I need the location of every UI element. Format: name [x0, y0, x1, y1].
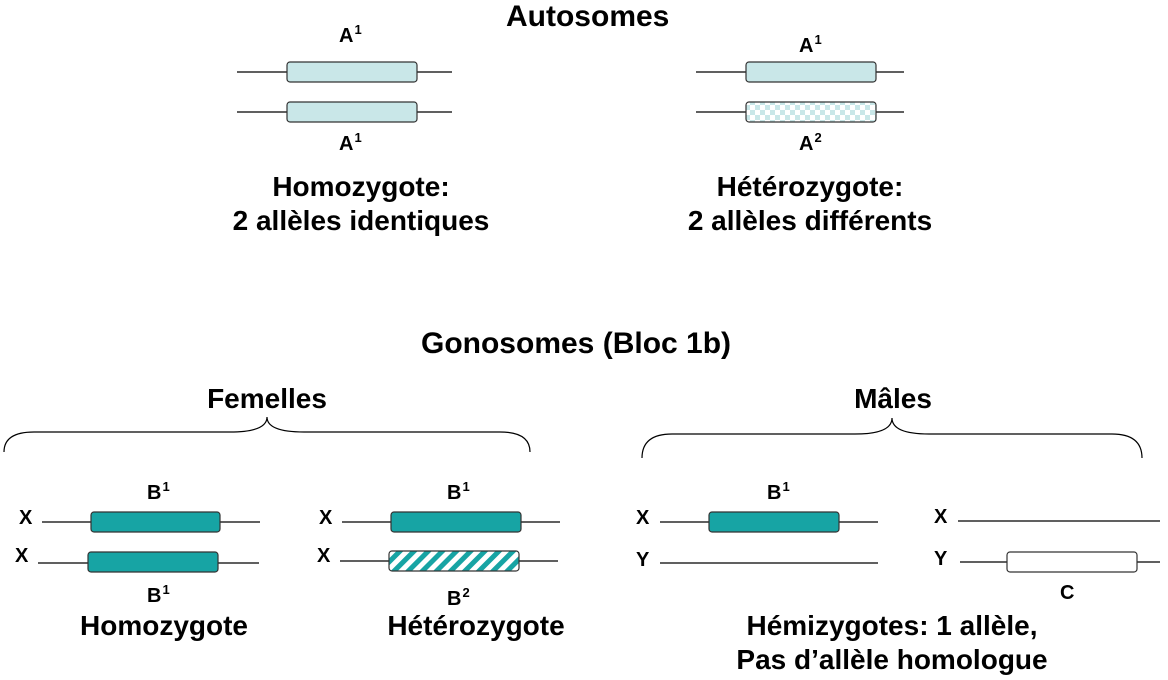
- chromosome-x-label: X: [15, 545, 29, 567]
- female-heterozygote-pair: [340, 511, 560, 572]
- allele-index: 1: [462, 479, 470, 494]
- allele-label-bottom: B1: [147, 583, 170, 607]
- allele-b1-block: [90, 511, 221, 533]
- heterozygote-caption: Hétérozygote: 2 allèles différents: [660, 170, 960, 238]
- allele-letter: A: [339, 25, 354, 47]
- caption-line: 2 allèles identiques: [232, 205, 490, 236]
- chromosome-x-label: X: [317, 545, 331, 567]
- allele-letter: B: [447, 482, 462, 504]
- chromosome-y-label: Y: [934, 548, 948, 570]
- allele-a1-block: [286, 101, 418, 123]
- female-heterozygote-caption: Hétérozygote: [387, 610, 565, 641]
- allele-a2-checkered-block: [745, 101, 877, 123]
- allele-label-top: A1: [799, 33, 822, 57]
- allele-label-top: B1: [147, 480, 170, 504]
- autosome-homozygote-pair: [237, 61, 452, 123]
- allele-b1-block: [708, 511, 840, 533]
- chromosome-x-label: X: [636, 507, 650, 529]
- allele-label-top: B1: [767, 480, 790, 504]
- chromosome-x-label: X: [319, 507, 333, 529]
- males-caption: Hémizygotes: 1 allèle, Pas d’allèle homo…: [712, 609, 1072, 677]
- caption-line: Homozygote:: [272, 171, 450, 202]
- allele-c-block: [1006, 551, 1138, 573]
- autosome-heterozygote-pair: [696, 61, 904, 123]
- gonosomes-title: Gonosomes (Bloc 1b): [421, 327, 732, 360]
- allele-letter: A: [799, 35, 814, 57]
- caption-line: Pas d’allèle homologue: [736, 644, 1048, 675]
- caption-line: Hémizygotes: 1 allèle,: [746, 610, 1038, 641]
- allele-label-top: B1: [447, 480, 470, 504]
- allele-index: 2: [462, 585, 470, 600]
- allele-index: 1: [354, 130, 362, 145]
- caption-line: Hétérozygote:: [716, 171, 904, 202]
- chromosome-x-label: X: [934, 506, 948, 528]
- chromosome-y-label: Y: [636, 549, 650, 571]
- allele-b2-striped-block: [388, 550, 520, 572]
- female-homozygote-caption: Homozygote: [80, 610, 248, 641]
- allele-letter: A: [799, 133, 814, 155]
- allele-b1-block: [390, 511, 522, 533]
- allele-letter: B: [767, 482, 782, 504]
- allele-b1-block: [87, 551, 219, 573]
- allele-label-bottom: A2: [799, 131, 822, 155]
- females-header: Femelles: [207, 383, 327, 414]
- female-homozygote-pair: [38, 511, 260, 573]
- homozygote-caption: Homozygote: 2 allèles identiques: [211, 170, 511, 238]
- autosomes-title: Autosomes: [506, 0, 670, 33]
- allele-index: 2: [814, 130, 822, 145]
- allele-label-top: A1: [339, 23, 362, 47]
- allele-a1-block: [286, 61, 418, 83]
- allele-letter: B: [147, 482, 162, 504]
- allele-letter: B: [147, 585, 162, 607]
- allele-index: 1: [814, 32, 822, 47]
- allele-a1-block: [745, 61, 877, 83]
- males-brace: [641, 417, 1143, 459]
- male-pair-c: [958, 520, 1160, 573]
- allele-label-bottom: A1: [339, 131, 362, 155]
- females-brace: [3, 416, 531, 453]
- allele-index: 1: [782, 479, 790, 494]
- allele-label-bottom: B2: [447, 586, 470, 610]
- allele-label-bottom: C: [1060, 582, 1075, 604]
- allele-index: 1: [162, 479, 170, 494]
- male-pair-b1: [660, 511, 878, 564]
- allele-letter: A: [339, 133, 354, 155]
- allele-index: 1: [162, 582, 170, 597]
- caption-line: 2 allèles différents: [687, 205, 933, 236]
- allele-letter: B: [447, 588, 462, 610]
- allele-index: 1: [354, 22, 362, 37]
- males-header: Mâles: [854, 383, 932, 414]
- chromosome-x-label: X: [19, 507, 33, 529]
